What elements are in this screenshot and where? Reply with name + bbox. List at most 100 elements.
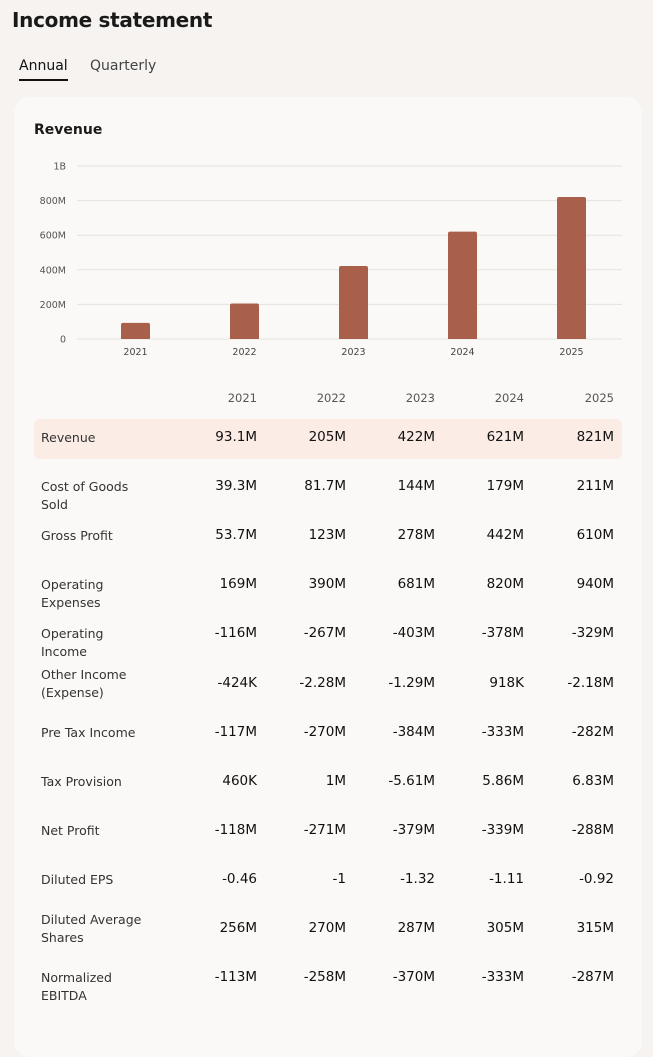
bar-2021 [121, 322, 150, 339]
bar-2022 [230, 303, 259, 339]
y-tick-label: 1B [53, 162, 66, 173]
cell-value: -282M [571, 723, 614, 740]
row-label: Operating Expenses [41, 577, 104, 611]
cell-value: -267M [303, 625, 346, 642]
row-label: Tax Provision [41, 773, 122, 789]
y-tick-label: 200M [40, 300, 66, 311]
cell-value: 144M [397, 478, 435, 495]
cell-value: 918K [489, 674, 524, 691]
cell-value: -370M [392, 969, 435, 986]
cell-value: 821M [576, 429, 614, 445]
column-header: 2025 [584, 391, 614, 405]
cell-value: -1 [332, 870, 346, 887]
row-label: Gross Profit [41, 528, 113, 544]
row-label: Cost of Goods Sold [41, 479, 129, 513]
cell-value: 278M [397, 527, 435, 544]
cell-value: -329M [571, 625, 614, 642]
cell-value: 169M [219, 576, 257, 593]
cell-value: 681M [397, 576, 435, 593]
cell-value: 1M [325, 772, 346, 789]
row-label: Diluted Average Shares [41, 912, 142, 945]
y-tick-label: 800M [40, 196, 66, 207]
cell-value: 390M [308, 576, 346, 593]
cell-value: 270M [308, 920, 346, 936]
cell-value: -117M [214, 723, 257, 740]
x-tick-label: 2025 [559, 347, 583, 358]
cell-value: -288M [571, 821, 614, 838]
cell-value: 39.3M [215, 478, 257, 495]
cell-value: 460K [222, 772, 257, 789]
row-label: Operating Income [41, 626, 104, 660]
cell-value: 820M [486, 576, 524, 593]
x-tick-label: 2021 [123, 347, 147, 358]
row-highlight [34, 419, 622, 459]
cell-value: -271M [303, 821, 346, 838]
cell-value: -270M [303, 723, 346, 740]
cell-value: 315M [576, 920, 614, 936]
cell-value: 305M [486, 920, 524, 936]
cell-value: -116M [214, 625, 257, 642]
cell-value: 610M [576, 527, 614, 544]
row-label: Revenue [41, 430, 96, 445]
cell-value: -0.92 [579, 870, 614, 887]
row-label: Other Income (Expense) [41, 666, 127, 700]
chart-title: Revenue [34, 122, 103, 138]
cell-value: -333M [481, 969, 524, 986]
cell-value: -1.32 [400, 870, 435, 887]
cell-value: -118M [214, 821, 257, 838]
row-label: Net Profit [41, 822, 100, 838]
cell-value: 287M [397, 920, 435, 936]
tab-quarterly[interactable]: Quarterly [90, 58, 157, 74]
cell-value: 93.1M [215, 429, 257, 445]
cell-value: -2.18M [567, 674, 614, 691]
cell-value: 211M [576, 478, 614, 495]
cell-value: -5.61M [388, 772, 435, 789]
cell-value: -258M [303, 969, 346, 986]
cell-value: -378M [481, 625, 524, 642]
cell-value: -339M [481, 821, 524, 838]
cell-value: -384M [392, 723, 435, 740]
cell-value: -424K [217, 674, 258, 691]
cell-value: 621M [486, 429, 524, 445]
cell-value: 53.7M [215, 527, 257, 544]
bar-2025 [557, 196, 586, 339]
row-label: Pre Tax Income [41, 724, 136, 740]
cell-value: 256M [219, 920, 257, 936]
cell-value: -287M [571, 969, 614, 986]
cell-value: -0.46 [222, 870, 257, 887]
cell-value: 940M [576, 576, 614, 593]
y-tick-label: 0 [60, 335, 66, 346]
cell-value: 6.83M [572, 772, 614, 789]
x-tick-label: 2023 [341, 347, 365, 358]
row-label: Diluted EPS [41, 871, 114, 887]
cell-value: -403M [392, 625, 435, 642]
cell-value: 205M [308, 429, 346, 445]
cell-value: -113M [214, 969, 257, 986]
income-card [14, 97, 642, 1057]
y-tick-label: 600M [40, 231, 66, 242]
column-header: 2022 [316, 391, 346, 405]
row-label: Normalized EBITDA [41, 970, 112, 1004]
page-title: Income statement [12, 8, 213, 32]
cell-value: -1.11 [489, 870, 524, 887]
column-header: 2021 [227, 391, 257, 405]
x-tick-label: 2024 [450, 347, 474, 358]
y-tick-label: 400M [40, 265, 66, 276]
tab-annual[interactable]: Annual [19, 58, 68, 81]
cell-value: 442M [486, 527, 524, 544]
cell-value: 5.86M [482, 772, 524, 789]
cell-value: -2.28M [299, 674, 346, 691]
cell-value: -1.29M [388, 674, 435, 691]
column-header: 2023 [405, 391, 435, 405]
revenue-chart: 0 200M 400M 600M 800M 1B 2021 2022 2023 2024 2025 [40, 162, 622, 358]
column-header: 2024 [494, 391, 524, 405]
cell-value: 81.7M [304, 478, 346, 495]
x-tick-label: 2022 [232, 347, 256, 358]
cell-value: 179M [486, 478, 524, 495]
bar-2023 [339, 265, 368, 339]
cell-value: 123M [308, 527, 346, 544]
cell-value: 422M [397, 429, 435, 445]
bar-2024 [448, 231, 477, 339]
cell-value: -333M [481, 723, 524, 740]
cell-value: -379M [392, 821, 435, 838]
